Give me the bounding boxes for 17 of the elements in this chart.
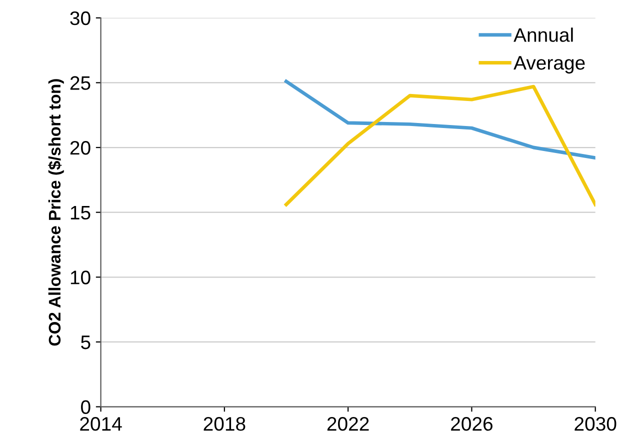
y-tick-label: 15 <box>70 206 90 220</box>
legend-label: Annual <box>514 28 573 42</box>
line-series <box>284 80 596 160</box>
y-tick-label: 5 <box>81 336 90 350</box>
y-tick-label: 10 <box>70 270 90 284</box>
x-tick-label: 2030 <box>574 417 616 431</box>
y-tick-label: 25 <box>70 76 90 90</box>
y-tick-label: 30 <box>70 11 90 26</box>
x-tick-label: 2026 <box>451 417 492 431</box>
x-tick-label: 2014 <box>80 417 122 431</box>
y-tick-label: 20 <box>70 140 90 155</box>
legend-label: Average <box>514 56 585 74</box>
y-tick-label: 0 <box>81 400 90 414</box>
y-axis-title: CO2 Allowance Price ($/short ton) <box>48 79 64 346</box>
x-tick-label: 2022 <box>327 417 369 431</box>
line-series <box>284 84 596 206</box>
x-tick-label: 2018 <box>204 417 246 431</box>
